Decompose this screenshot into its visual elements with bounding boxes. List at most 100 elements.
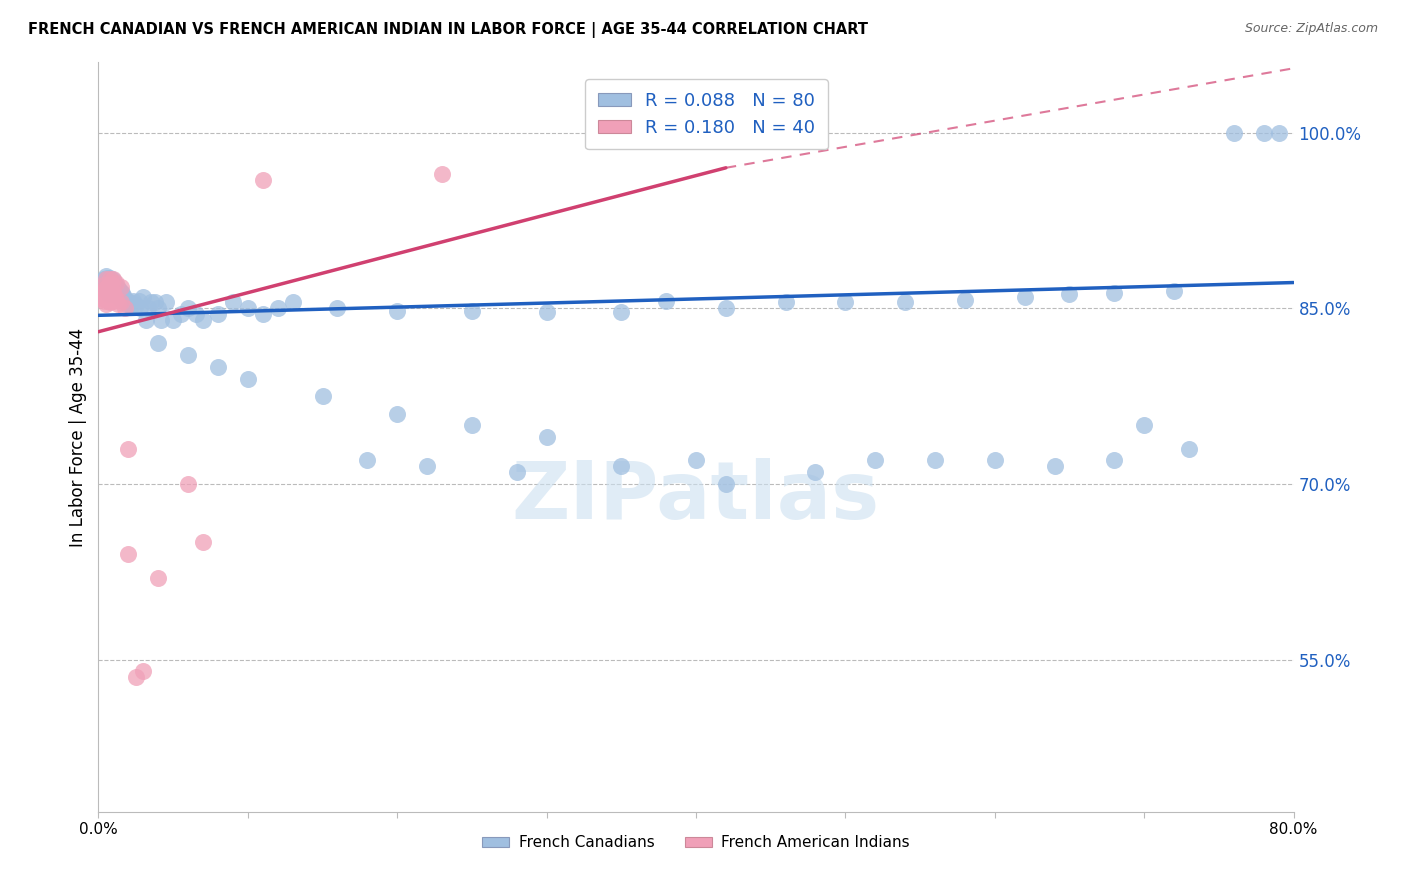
Point	[98, 286, 122, 301]
Point	[129, 301, 152, 316]
Point	[1163, 284, 1185, 298]
Point	[326, 301, 349, 316]
Point	[128, 294, 150, 309]
Point	[103, 273, 125, 287]
Point	[105, 286, 128, 301]
Point	[107, 288, 129, 302]
Point	[143, 295, 166, 310]
Point	[1133, 418, 1156, 433]
Point	[97, 277, 120, 292]
Point	[162, 313, 184, 327]
Point	[101, 294, 124, 309]
Point	[1253, 126, 1275, 140]
Point	[536, 305, 558, 319]
Point	[110, 280, 132, 294]
Point	[114, 293, 136, 307]
Point	[117, 547, 139, 561]
Point	[101, 277, 124, 292]
Point	[714, 476, 737, 491]
Point	[984, 453, 1007, 467]
Point	[104, 289, 127, 303]
Point	[132, 289, 155, 303]
Point	[117, 295, 139, 310]
Point	[97, 285, 120, 299]
Point	[177, 348, 200, 362]
Point	[714, 301, 737, 316]
Point	[115, 296, 138, 310]
Point	[924, 453, 946, 467]
Point	[110, 292, 132, 306]
Point	[96, 271, 118, 285]
Point	[96, 284, 118, 298]
Point	[281, 295, 304, 310]
Point	[177, 476, 200, 491]
Point	[96, 280, 118, 294]
Point	[93, 277, 115, 292]
Point	[139, 295, 162, 310]
Point	[94, 272, 117, 286]
Point	[108, 283, 131, 297]
Point	[461, 418, 484, 433]
Point	[97, 280, 120, 294]
Point	[416, 459, 439, 474]
Point	[110, 285, 132, 299]
Text: Source: ZipAtlas.com: Source: ZipAtlas.com	[1244, 22, 1378, 36]
Point	[834, 295, 856, 310]
Point	[112, 289, 135, 303]
Point	[385, 407, 409, 421]
Point	[94, 287, 117, 301]
Point	[894, 295, 917, 310]
Point	[101, 285, 124, 299]
Point	[117, 442, 139, 456]
Point	[506, 465, 529, 479]
Point	[96, 284, 118, 298]
Point	[236, 301, 259, 316]
Point	[1178, 442, 1201, 456]
Point	[120, 299, 142, 313]
Point	[356, 453, 378, 467]
Point	[103, 272, 125, 286]
Point	[105, 293, 128, 307]
Point	[150, 313, 173, 327]
Point	[177, 301, 200, 316]
Point	[104, 277, 127, 291]
Point	[136, 301, 159, 316]
Point	[103, 285, 125, 299]
Point	[103, 280, 125, 294]
Point	[96, 277, 118, 292]
Point	[91, 283, 114, 297]
Point	[655, 294, 678, 309]
Point	[252, 172, 274, 186]
Point	[98, 271, 122, 285]
Point	[104, 284, 127, 298]
Point	[101, 285, 124, 299]
Point	[1223, 126, 1246, 140]
Point	[430, 167, 453, 181]
Point	[111, 293, 134, 307]
Legend: French Canadians, French American Indians: French Canadians, French American Indian…	[475, 830, 917, 856]
Point	[207, 359, 229, 374]
Point	[93, 285, 115, 299]
Point	[1014, 289, 1036, 303]
Point	[97, 273, 120, 287]
Point	[91, 276, 114, 290]
Point	[111, 286, 134, 301]
Point	[184, 307, 207, 321]
Point	[98, 283, 122, 297]
Point	[114, 301, 136, 316]
Text: ZIPatlas: ZIPatlas	[512, 458, 880, 536]
Y-axis label: In Labor Force | Age 35-44: In Labor Force | Age 35-44	[69, 327, 87, 547]
Point	[148, 301, 170, 316]
Point	[103, 287, 125, 301]
Point	[953, 293, 976, 307]
Point	[536, 430, 558, 444]
Point	[94, 296, 117, 310]
Point	[93, 277, 115, 292]
Point	[98, 295, 122, 310]
Point	[90, 286, 112, 301]
Point	[155, 295, 177, 310]
Point	[610, 305, 633, 319]
Point	[610, 459, 633, 474]
Point	[135, 313, 157, 327]
Point	[97, 294, 120, 309]
